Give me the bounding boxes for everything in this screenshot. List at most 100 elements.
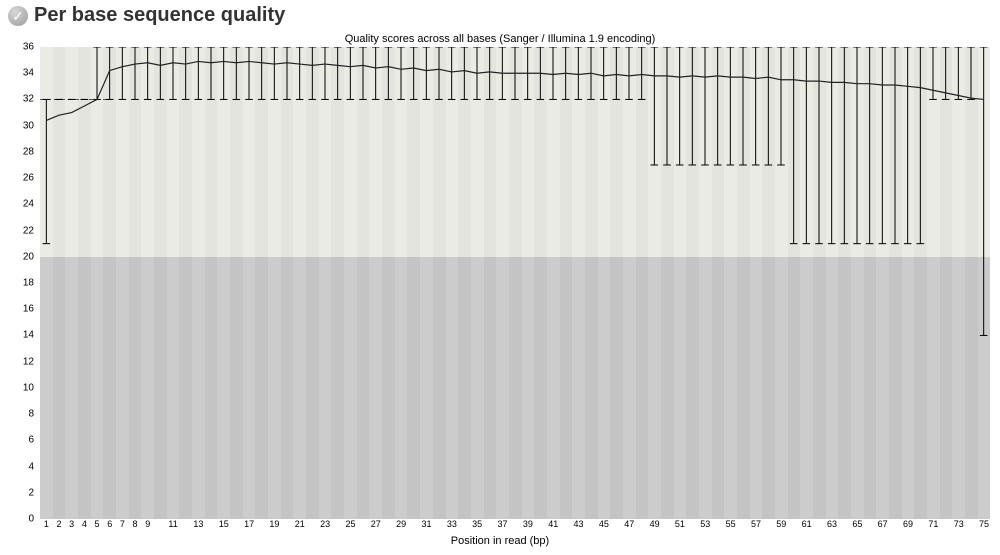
- x-tick-label: [230, 519, 243, 533]
- x-tick-label: 29: [395, 519, 408, 533]
- x-tick-label: [306, 519, 319, 533]
- x-tick-label: 61: [800, 519, 813, 533]
- x-tick-label: [661, 519, 674, 533]
- x-tick-label: 11: [167, 519, 180, 533]
- x-axis-label: Position in read (bp): [10, 535, 990, 547]
- x-tick-label: [762, 519, 775, 533]
- plot-box: 024681012141618202224262830323436 123456…: [10, 47, 990, 533]
- y-tick-label: 8: [28, 409, 34, 420]
- y-tick-label: 20: [23, 251, 34, 262]
- x-tick-label: 15: [217, 519, 230, 533]
- x-tick-label: 7: [116, 519, 129, 533]
- x-tick-label: 43: [572, 519, 585, 533]
- x-tick-label: [813, 519, 826, 533]
- x-tick-label: 53: [699, 519, 712, 533]
- x-tick-label: 45: [598, 519, 611, 533]
- x-tick-label: [179, 519, 192, 533]
- y-tick-label: 32: [23, 94, 34, 105]
- x-tick-label: [610, 519, 623, 533]
- y-tick-label: 28: [23, 146, 34, 157]
- y-axis: 024681012141618202224262830323436: [10, 47, 38, 533]
- x-tick-label: [914, 519, 927, 533]
- y-tick-label: 4: [28, 461, 34, 472]
- y-tick-label: 12: [23, 356, 34, 367]
- x-tick-label: 63: [826, 519, 839, 533]
- x-tick-label: 51: [674, 519, 687, 533]
- x-tick-label: [838, 519, 851, 533]
- x-tick-label: [889, 519, 902, 533]
- x-tick-label: 75: [978, 519, 991, 533]
- x-tick-label: 23: [319, 519, 332, 533]
- x-tick-label: 19: [268, 519, 281, 533]
- x-tick-label: 4: [78, 519, 91, 533]
- x-tick-label: 59: [775, 519, 788, 533]
- x-tick-label: 8: [129, 519, 142, 533]
- x-tick-label: 55: [724, 519, 737, 533]
- x-tick-label: [484, 519, 497, 533]
- y-tick-label: 2: [28, 487, 34, 498]
- x-tick-label: 49: [648, 519, 661, 533]
- x-tick-label: 21: [293, 519, 306, 533]
- check-icon: ✓: [8, 6, 28, 26]
- x-tick-label: 17: [243, 519, 256, 533]
- y-tick-label: 14: [23, 330, 34, 341]
- x-tick-label: 71: [927, 519, 940, 533]
- x-tick-label: [433, 519, 446, 533]
- header: ✓ Per base sequence quality: [8, 4, 992, 27]
- x-tick-label: [636, 519, 649, 533]
- plot-area: [40, 47, 990, 519]
- x-tick-label: [534, 519, 547, 533]
- x-tick-label: [788, 519, 801, 533]
- x-tick-label: 25: [344, 519, 357, 533]
- x-tick-label: [331, 519, 344, 533]
- x-tick-label: [407, 519, 420, 533]
- y-tick-label: 36: [23, 42, 34, 53]
- x-tick-label: [205, 519, 218, 533]
- x-tick-label: 73: [952, 519, 965, 533]
- x-tick-label: 3: [65, 519, 78, 533]
- x-tick-label: [585, 519, 598, 533]
- chart-svg: [40, 47, 990, 519]
- y-tick-label: 0: [28, 514, 34, 525]
- y-tick-label: 16: [23, 304, 34, 315]
- x-tick-label: 35: [471, 519, 484, 533]
- x-tick-label: [965, 519, 978, 533]
- x-tick-label: 27: [369, 519, 382, 533]
- x-tick-label: 37: [496, 519, 509, 533]
- x-tick-label: 39: [522, 519, 535, 533]
- y-tick-label: 34: [23, 68, 34, 79]
- x-tick-label: [458, 519, 471, 533]
- x-tick-label: [357, 519, 370, 533]
- x-tick-label: [255, 519, 268, 533]
- x-tick-label: [940, 519, 953, 533]
- chart-title: Quality scores across all bases (Sanger …: [10, 33, 990, 45]
- x-tick-label: 67: [876, 519, 889, 533]
- x-tick-label: [712, 519, 725, 533]
- x-tick-label: [737, 519, 750, 533]
- x-tick-label: 2: [53, 519, 66, 533]
- y-tick-label: 6: [28, 435, 34, 446]
- x-tick-label: 69: [902, 519, 915, 533]
- y-tick-label: 24: [23, 199, 34, 210]
- y-tick-label: 26: [23, 173, 34, 184]
- x-tick-label: [154, 519, 167, 533]
- x-tick-label: [509, 519, 522, 533]
- x-tick-label: [382, 519, 395, 533]
- x-axis: 1234567891113151719212325272931333537394…: [40, 519, 990, 533]
- x-tick-label: 13: [192, 519, 205, 533]
- x-tick-label: [686, 519, 699, 533]
- y-tick-label: 30: [23, 120, 34, 131]
- x-tick-label: 5: [91, 519, 104, 533]
- y-tick-label: 10: [23, 382, 34, 393]
- x-tick-label: 47: [623, 519, 636, 533]
- x-tick-label: 57: [750, 519, 763, 533]
- x-tick-label: 1: [40, 519, 53, 533]
- x-tick-label: 6: [103, 519, 116, 533]
- page-title: Per base sequence quality: [34, 4, 285, 27]
- x-tick-label: [864, 519, 877, 533]
- x-tick-label: 41: [547, 519, 560, 533]
- x-tick-label: [281, 519, 294, 533]
- x-tick-label: 33: [446, 519, 459, 533]
- y-tick-label: 22: [23, 225, 34, 236]
- x-tick-label: 65: [851, 519, 864, 533]
